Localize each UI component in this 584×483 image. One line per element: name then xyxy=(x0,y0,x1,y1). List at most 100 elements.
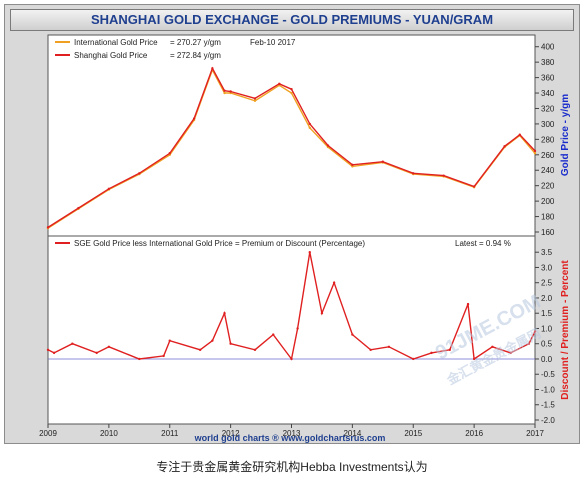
y-axis-label: Gold Price - y/gm xyxy=(560,94,571,176)
y-axis-label: Discount / Premium - Percent xyxy=(560,260,571,400)
y-tick-label: 240 xyxy=(541,166,555,175)
x-tick-label: 2012 xyxy=(222,429,240,438)
series-premium-line-point xyxy=(211,339,214,342)
x-tick-label: 2017 xyxy=(526,429,544,438)
series-premium-line-point xyxy=(162,354,165,358)
y-tick-label: 1.5 xyxy=(541,309,553,318)
series-premium-line-point xyxy=(527,342,531,345)
page-title: SHANGHAI GOLD EXCHANGE - GOLD PREMIUMS -… xyxy=(10,9,574,31)
y-tick-label: -2.0 xyxy=(541,416,555,425)
series-premium-line-point xyxy=(466,302,470,306)
series-premium-line-point xyxy=(168,339,171,342)
x-tick-label: 2015 xyxy=(404,429,422,438)
y-tick-label: -1.5 xyxy=(541,401,555,410)
y-tick-label: 320 xyxy=(541,104,555,113)
series-international-gold-line xyxy=(47,68,536,229)
y-tick-label: 3.0 xyxy=(541,263,553,272)
x-tick-label: 2014 xyxy=(343,429,361,438)
y-tick-label: 2.0 xyxy=(541,294,553,303)
y-tick-label: 260 xyxy=(541,151,555,160)
series-shanghai-gold-line-point xyxy=(503,145,506,148)
series-shanghai-gold-line-point xyxy=(533,149,537,153)
series-premium-line-point xyxy=(138,357,141,361)
series-shanghai-gold-line-point xyxy=(211,67,214,70)
series-premium-line-point xyxy=(95,351,98,355)
series-premium-line-point xyxy=(509,351,512,355)
series-shanghai-gold-line-point xyxy=(168,152,171,155)
y-tick-label: 2.5 xyxy=(541,279,553,288)
y-tick-label: 160 xyxy=(541,228,555,237)
series-shanghai-gold-line-point xyxy=(107,187,111,190)
y-tick-label: 200 xyxy=(541,197,555,206)
series-shanghai-gold-line-point xyxy=(278,82,281,85)
series-premium-line-point xyxy=(253,348,257,352)
top-panel xyxy=(47,34,536,237)
series-shanghai-gold-line-point xyxy=(518,133,521,136)
series-international-gold-line-point xyxy=(253,99,257,102)
legend-latest: Latest = 0.94 % xyxy=(455,239,511,248)
series-premium-line-point xyxy=(533,330,537,333)
footer-credit: world gold charts ® www.goldchartsrus.co… xyxy=(194,433,386,443)
series-shanghai-gold-line-point xyxy=(472,185,476,188)
y-tick-label: 3.5 xyxy=(541,248,553,257)
caption: 专注于贵金属黄金研究机构Hebba Investments认为 xyxy=(156,460,428,474)
series-premium-line-point xyxy=(472,357,476,361)
y-tick-label: -1.0 xyxy=(541,385,555,394)
series-premium-line-point xyxy=(491,345,494,348)
series-premium-line-point xyxy=(430,351,433,355)
series-shanghai-gold-line-point xyxy=(253,97,257,100)
series-premium-line-point xyxy=(296,327,299,330)
series-premium-line-point xyxy=(332,281,336,284)
series-premium-line-point xyxy=(448,348,451,352)
x-tick-label: 2016 xyxy=(465,429,483,438)
series-premium-line-point xyxy=(198,348,202,352)
series-shanghai-gold-line-point xyxy=(290,87,293,91)
x-tick-label: 2013 xyxy=(283,429,301,438)
series-premium-line-point xyxy=(369,348,372,352)
y-tick-label: 380 xyxy=(541,58,555,67)
series-shanghai-gold-line-point xyxy=(326,144,330,147)
series-shanghai-gold-line-point xyxy=(412,172,415,175)
series-international-gold-line-point xyxy=(290,91,293,95)
y-tick-label: 340 xyxy=(541,89,555,98)
series-shanghai-gold-line-point xyxy=(77,206,80,210)
legend-label: SGE Gold Price less International Gold P… xyxy=(74,239,365,248)
x-tick-label: 2010 xyxy=(100,429,118,438)
series-premium-line-point xyxy=(308,251,311,254)
legend-value: = 272.84 y/gm xyxy=(170,51,221,60)
series-premium-line-point xyxy=(52,351,56,355)
bottom-panel xyxy=(47,235,536,425)
series-shanghai-gold-line-point xyxy=(223,89,226,92)
y-tick-label: 0.5 xyxy=(541,340,553,349)
series-shanghai-gold-line xyxy=(47,66,536,228)
series-premium-line-point xyxy=(290,357,293,361)
series-international-gold-line-point xyxy=(308,126,311,129)
legend-label: Shanghai Gold Price xyxy=(74,51,148,60)
y-tick-label: 0.0 xyxy=(541,355,553,364)
y-tick-label: 1.0 xyxy=(541,324,553,333)
series-shanghai-gold-line-point xyxy=(381,160,385,163)
series-international-gold-line-point xyxy=(533,152,537,155)
series-premium-line-point xyxy=(387,345,391,348)
series-shanghai-gold-line-point xyxy=(442,174,445,177)
series-premium-line-point xyxy=(320,312,324,315)
series-shanghai-gold-line-point xyxy=(192,117,196,120)
legend-label: International Gold Price xyxy=(74,38,158,47)
series-premium-line-point xyxy=(412,357,415,361)
y-tick-label: 360 xyxy=(541,74,555,83)
series-premium-line-point xyxy=(223,312,226,315)
y-tick-label: 400 xyxy=(541,43,555,52)
y-tick-label: 220 xyxy=(541,182,555,191)
series-premium-line-point xyxy=(272,333,275,336)
legend-date: Feb-10 2017 xyxy=(250,38,296,47)
y-tick-label: 300 xyxy=(541,120,555,129)
series-shanghai-gold-line-point xyxy=(46,226,50,229)
legend-value: = 270.27 y/gm xyxy=(170,38,221,47)
x-tick-label: 2009 xyxy=(39,429,57,438)
series-premium-line-point xyxy=(71,342,74,345)
series-premium-line-point xyxy=(46,348,50,352)
series-shanghai-gold-line-point xyxy=(351,163,354,167)
series-international-gold-line-point xyxy=(223,91,226,95)
series-premium-line-point xyxy=(351,333,354,336)
